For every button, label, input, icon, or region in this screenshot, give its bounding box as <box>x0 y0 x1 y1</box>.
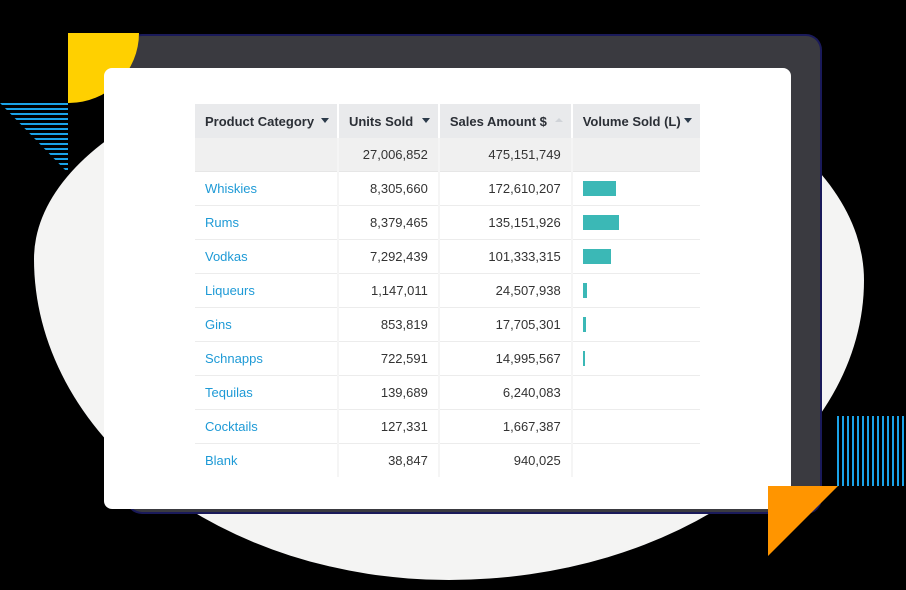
header-row: Product Category Units Sold Sales Amount… <box>195 104 700 138</box>
sales-amount-cell: 14,995,567 <box>438 341 573 376</box>
volume-sold-cell <box>571 239 700 274</box>
blue-stripes-decoration-right <box>837 416 906 486</box>
sales-amount-cell: 6,240,083 <box>438 375 573 410</box>
volume-sold-cell <box>571 205 700 240</box>
volume-sold-cell <box>571 341 700 376</box>
table-row: Whiskies 8,305,660 172,610,207 <box>195 171 700 206</box>
units-sold-cell: 853,819 <box>337 307 440 342</box>
table-row: Cocktails 127,331 1,667,387 <box>195 409 700 444</box>
table-row: Schnapps 722,591 14,995,567 <box>195 341 700 376</box>
units-sold-cell: 7,292,439 <box>337 239 440 274</box>
volume-sold-cell <box>571 273 700 308</box>
sales-amount-cell: 24,507,938 <box>438 273 573 308</box>
category-link[interactable]: Blank <box>195 443 339 477</box>
category-link[interactable]: Whiskies <box>195 171 339 206</box>
volume-bar <box>582 215 619 230</box>
column-header-product-category[interactable]: Product Category <box>195 104 339 138</box>
orange-triangle-decoration <box>768 486 838 556</box>
sort-ascending-icon[interactable] <box>554 118 563 122</box>
totals-sales: 475,151,749 <box>438 138 573 172</box>
column-label: Volume Sold (L) <box>582 113 681 129</box>
column-label: Product Category <box>205 113 315 129</box>
units-sold-cell: 722,591 <box>337 341 440 376</box>
units-sold-cell: 8,379,465 <box>337 205 440 240</box>
data-card: Product Category Units Sold Sales Amount… <box>104 68 791 509</box>
category-link[interactable]: Vodkas <box>195 239 339 274</box>
volume-bar <box>582 283 587 298</box>
dropdown-arrow-icon[interactable] <box>421 118 430 123</box>
table-row: Tequilas 139,689 6,240,083 <box>195 375 700 410</box>
column-label: Units Sold <box>348 113 414 129</box>
units-sold-cell: 127,331 <box>337 409 440 444</box>
volume-bar <box>582 181 616 196</box>
category-link[interactable]: Liqueurs <box>195 273 339 308</box>
totals-row: 27,006,852 475,151,749 <box>195 138 700 172</box>
units-sold-cell: 1,147,011 <box>337 273 440 308</box>
category-link[interactable]: Gins <box>195 307 339 342</box>
table-row: Vodkas 7,292,439 101,333,315 <box>195 239 700 274</box>
sales-amount-cell: 101,333,315 <box>438 239 573 274</box>
volume-sold-cell <box>571 307 700 342</box>
sales-amount-cell: 1,667,387 <box>438 409 573 444</box>
column-header-units-sold[interactable]: Units Sold <box>337 104 440 138</box>
totals-volume <box>571 138 700 172</box>
sales-amount-cell: 135,151,926 <box>438 205 573 240</box>
units-sold-cell: 38,847 <box>337 443 440 477</box>
sales-amount-cell: 17,705,301 <box>438 307 573 342</box>
table-row: Liqueurs 1,147,011 24,507,938 <box>195 273 700 308</box>
column-header-sales-amount[interactable]: Sales Amount $ <box>438 104 573 138</box>
dropdown-arrow-icon[interactable] <box>684 118 692 123</box>
volume-sold-cell <box>571 375 700 410</box>
sales-amount-cell: 940,025 <box>438 443 573 477</box>
column-label: Sales Amount $ <box>449 113 547 129</box>
column-header-volume-sold[interactable]: Volume Sold (L) <box>571 104 700 138</box>
category-link[interactable]: Schnapps <box>195 341 339 376</box>
totals-category <box>195 138 339 172</box>
category-link[interactable]: Rums <box>195 205 339 240</box>
table-row: Gins 853,819 17,705,301 <box>195 307 700 342</box>
category-link[interactable]: Cocktails <box>195 409 339 444</box>
volume-bar <box>582 351 585 366</box>
dropdown-arrow-icon[interactable] <box>320 118 329 123</box>
volume-bar <box>582 249 611 264</box>
sales-amount-cell: 172,610,207 <box>438 171 573 206</box>
volume-sold-cell <box>572 444 700 478</box>
blue-stripes-decoration-left <box>0 103 68 173</box>
table-row: Rums 8,379,465 135,151,926 <box>195 205 700 240</box>
units-sold-cell: 8,305,660 <box>337 171 440 206</box>
units-sold-cell: 139,689 <box>337 375 440 410</box>
totals-units: 27,006,852 <box>337 138 440 172</box>
category-link[interactable]: Tequilas <box>195 375 339 410</box>
volume-sold-cell <box>571 171 700 206</box>
table-row: Blank 38,847 940,025 <box>195 443 700 478</box>
sales-table: Product Category Units Sold Sales Amount… <box>195 104 700 477</box>
volume-sold-cell <box>571 409 700 444</box>
volume-bar <box>582 317 586 332</box>
